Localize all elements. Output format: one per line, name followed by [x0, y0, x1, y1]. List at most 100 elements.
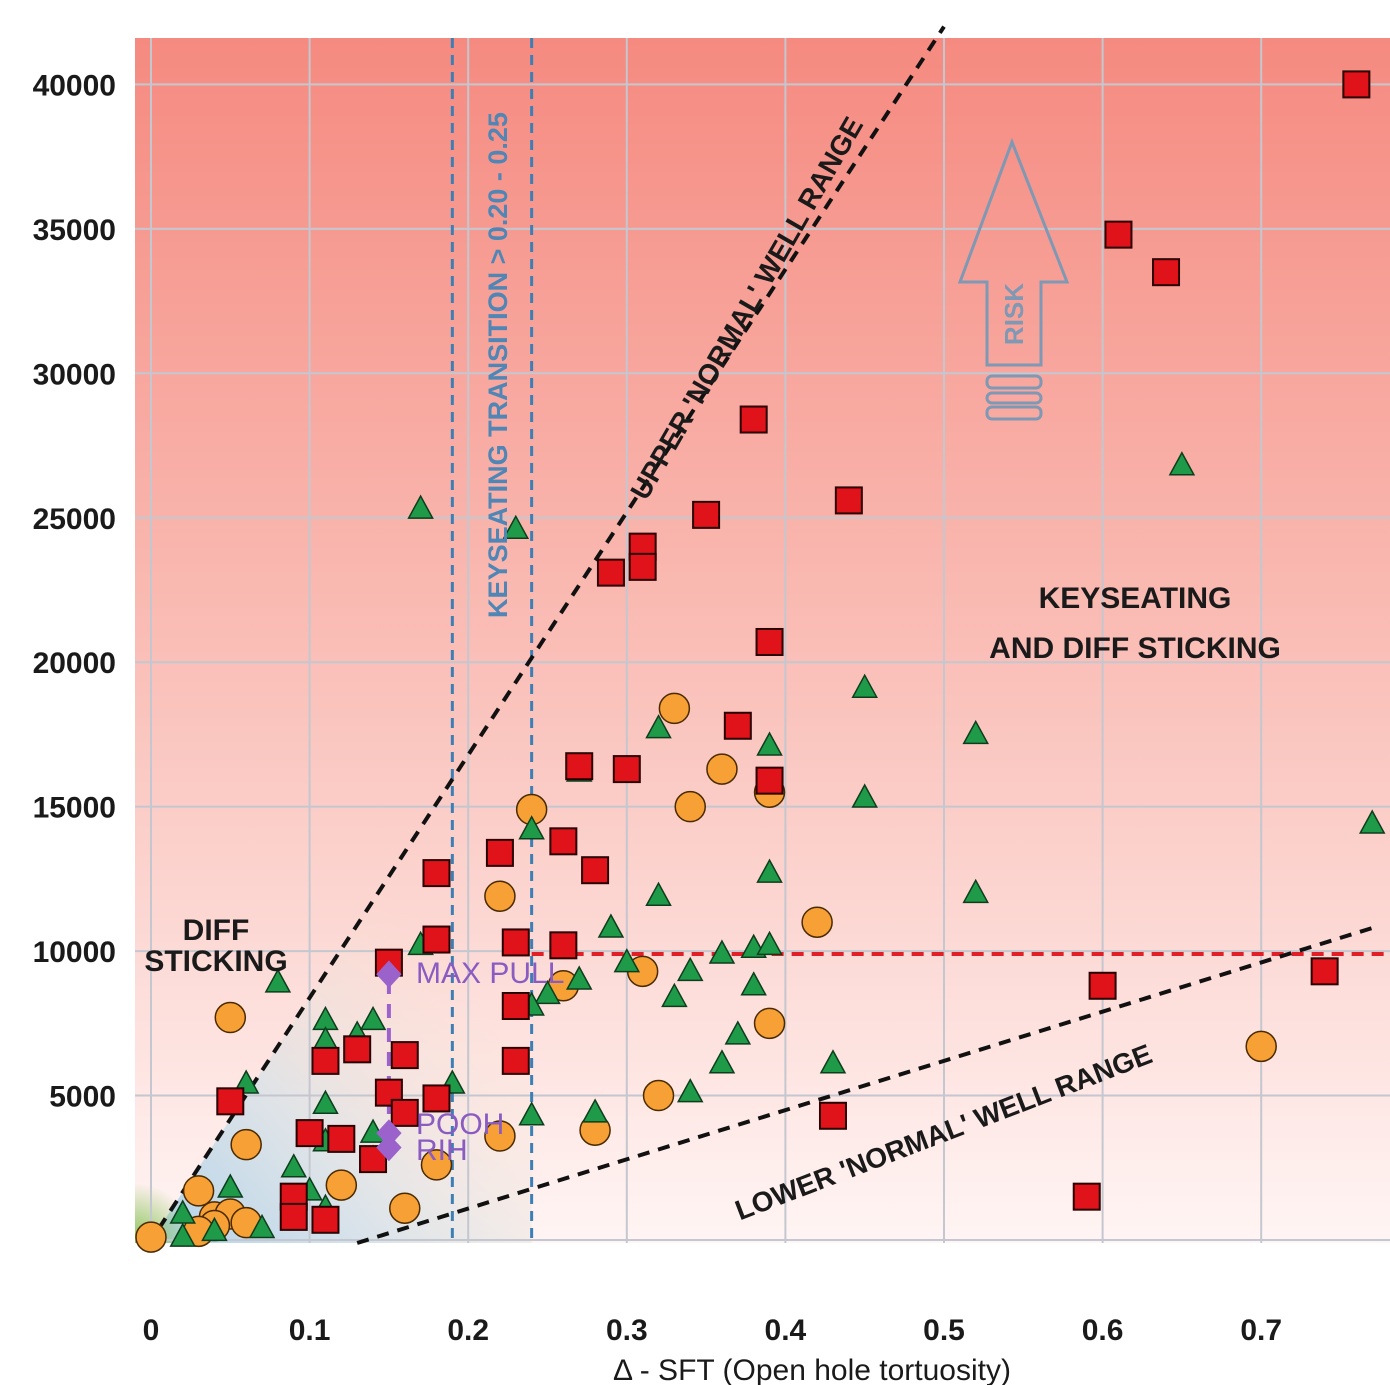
triangle-point [851, 673, 878, 698]
circle-point [484, 1120, 516, 1152]
square-point [1088, 971, 1117, 1000]
triangle-point [676, 1078, 704, 1103]
circle-point [642, 1079, 675, 1112]
circle-point [801, 906, 833, 938]
triangle-point [962, 719, 989, 745]
square-point [216, 1087, 245, 1116]
triangle-point [661, 982, 688, 1008]
risk-label: RISK [999, 283, 1029, 345]
square-point [549, 931, 578, 960]
triangle-point [676, 956, 704, 982]
triangle-point [407, 494, 434, 519]
x-tick-label: 0.1 [289, 1314, 331, 1347]
circle-point [753, 1007, 786, 1040]
square-point [628, 552, 657, 581]
zone-keyseating-label-2: AND DIFF STICKING [989, 632, 1281, 665]
square-point [311, 1046, 340, 1075]
y-tick-label: 20000 [33, 647, 116, 680]
risk-arrow-bar-3 [985, 405, 1043, 421]
square-point [834, 486, 863, 515]
rih-label: RIH [416, 1134, 468, 1167]
square-point [723, 711, 752, 740]
square-point [422, 859, 451, 888]
triangle-point [756, 930, 783, 956]
triangle-point [756, 858, 783, 883]
square-point [501, 928, 530, 957]
circle-point [674, 790, 706, 823]
triangle-point [201, 1216, 228, 1242]
risk-arrow-shape [957, 137, 1070, 367]
pooh-label: POOH [416, 1108, 504, 1141]
triangle-point [1358, 809, 1386, 834]
square-point [485, 838, 514, 867]
circle-point [706, 753, 738, 785]
circle-point [135, 1221, 167, 1253]
triangle-point [708, 1049, 736, 1074]
x-tick-label: 0.4 [765, 1314, 807, 1347]
triangle-point [518, 815, 545, 840]
upper-normal-range-line [157, 25, 946, 1230]
triangle-point [359, 1005, 387, 1031]
square-point [1072, 1182, 1101, 1211]
zone-diff-label-2: STICKING [144, 945, 287, 978]
y-tick-label: 35000 [33, 214, 116, 247]
square-point [739, 405, 768, 434]
square-point [295, 1119, 324, 1148]
triangle-point [851, 783, 878, 808]
square-point [422, 925, 451, 954]
reference-lines [157, 25, 1390, 1245]
triangle-point [724, 1020, 752, 1045]
triangle-point [962, 878, 989, 904]
square-point [1152, 258, 1181, 287]
square-point [565, 752, 594, 781]
y-tick-label: 25000 [33, 503, 116, 536]
triangle-point [248, 1213, 276, 1239]
triangle-point [756, 731, 783, 756]
zone-keyseating-label-1: KEYSEATING [1039, 582, 1232, 615]
square-point [581, 856, 610, 885]
y-tick-label: 30000 [33, 358, 116, 391]
triangle-point [565, 965, 593, 990]
square-point [501, 1046, 530, 1075]
square-point [311, 1205, 340, 1234]
circle-point [325, 1169, 358, 1201]
triangle-point [1168, 451, 1196, 476]
diamond-point [376, 960, 402, 988]
circle-point [658, 692, 691, 725]
diamond-point [376, 1133, 402, 1162]
grid [135, 38, 1390, 1243]
triangle-point [217, 1173, 244, 1198]
triangle-point [280, 1153, 308, 1178]
circle-point [214, 1001, 247, 1034]
square-point [390, 1041, 419, 1070]
triangle-point [645, 881, 672, 906]
risk-arrow: RISK [957, 137, 1070, 421]
square-point [422, 1084, 451, 1113]
y-tick-label: 10000 [33, 936, 116, 969]
square-point [755, 627, 784, 656]
circle-point [484, 880, 516, 912]
square-point [343, 1035, 372, 1064]
square-point [1342, 70, 1371, 99]
square-point [501, 991, 530, 1020]
data-points [135, 70, 1386, 1253]
square-point [327, 1124, 356, 1153]
transition-label: KEYSEATING TRANSITION > 0.20 - 0.25 [483, 112, 513, 618]
square-point [1104, 220, 1133, 249]
max-pull-label: MAX PULL [416, 957, 564, 990]
x-tick-label: 0 [143, 1314, 160, 1347]
y-tick-label: 15000 [33, 792, 116, 825]
square-point [279, 1202, 308, 1231]
square-point [818, 1101, 847, 1130]
x-tick-label: 0.3 [606, 1314, 648, 1347]
y-tick-label: 5000 [49, 1081, 116, 1114]
x-axis-ticks: 0 0.1 0.2 0.3 0.4 0.5 0.6 0.7 [143, 1314, 1282, 1347]
risk-arrow-bar-1 [985, 374, 1043, 390]
y-tick-label: 40000 [33, 69, 116, 102]
circle-point [182, 1175, 215, 1207]
triangle-point [708, 939, 736, 964]
circle-point [420, 1149, 453, 1181]
circle-point [230, 1128, 262, 1161]
square-point [1310, 957, 1339, 986]
